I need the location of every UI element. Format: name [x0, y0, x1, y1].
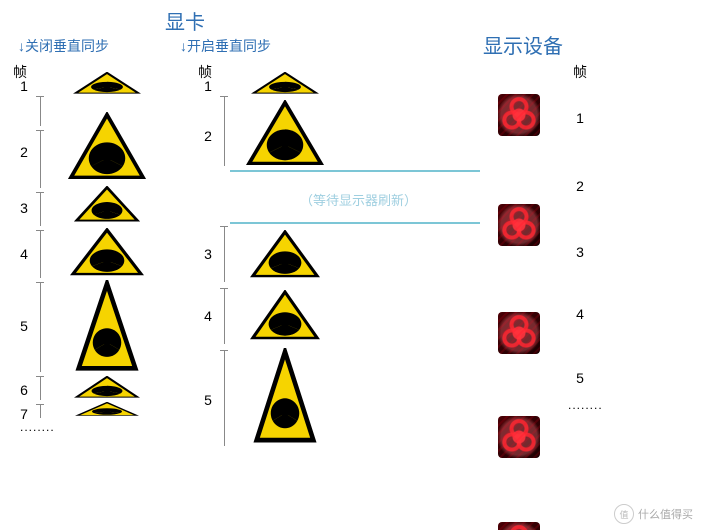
frame-tick — [36, 96, 44, 97]
radiation-icon — [246, 100, 324, 166]
biohazard-icon — [498, 522, 540, 530]
frame-number-display: 3 — [570, 244, 590, 260]
ellipsis-off: ........ — [20, 420, 55, 434]
radiation-icon — [251, 72, 319, 94]
sync-line-top — [230, 170, 480, 172]
frame-divider — [224, 96, 225, 166]
frame-number-off: 6 — [14, 382, 34, 398]
frame-number-display: 2 — [570, 178, 590, 194]
vsync-off-subheader: ↓关闭垂直同步 — [18, 36, 109, 56]
frame-number-on: 4 — [198, 308, 218, 324]
frame-number-on: 3 — [198, 246, 218, 262]
frame-divider — [40, 192, 41, 226]
frame-number-off: 3 — [14, 200, 34, 216]
radiation-icon — [250, 230, 320, 278]
frame-tick — [220, 226, 228, 227]
radiation-icon — [68, 112, 146, 180]
frame-tick — [36, 376, 44, 377]
frame-tick — [36, 192, 44, 193]
radiation-icon — [73, 72, 141, 94]
frame-tick — [220, 288, 228, 289]
frame-divider — [224, 350, 225, 446]
frame-tick — [36, 230, 44, 231]
frame-number-on: 2 — [198, 128, 218, 144]
display-header: 显示设备 — [483, 30, 563, 59]
frame-tick — [36, 282, 44, 283]
frame-number-display: 1 — [570, 110, 590, 126]
frame-divider — [224, 288, 225, 344]
biohazard-icon — [498, 94, 540, 136]
gpu-header: 显卡 — [165, 6, 205, 35]
radiation-icon — [253, 348, 317, 444]
frame-number-off: 4 — [14, 246, 34, 262]
watermark-icon: 值 — [614, 504, 634, 524]
wait-for-refresh-label: （等待显示器刷新） — [300, 190, 417, 209]
biohazard-icon — [498, 204, 540, 246]
frame-number-display: 5 — [570, 370, 590, 386]
frame-number-off: 1 — [14, 78, 34, 94]
frame-number-off: 5 — [14, 318, 34, 334]
frame-divider — [40, 96, 41, 126]
frame-tick — [220, 350, 228, 351]
frame-number-off: 2 — [14, 144, 34, 160]
radiation-icon — [70, 228, 144, 276]
sync-line-bottom — [230, 222, 480, 224]
biohazard-icon — [498, 416, 540, 458]
frame-divider — [40, 404, 41, 418]
vsync-on-subheader: ↓开启垂直同步 — [180, 36, 271, 56]
ellipsis-display: ........ — [568, 398, 603, 412]
biohazard-icon — [498, 312, 540, 354]
watermark: 值 什么值得买 — [614, 504, 693, 524]
frame-number-on: 1 — [198, 78, 218, 94]
radiation-icon — [74, 186, 140, 222]
radiation-icon — [250, 290, 320, 340]
frame-divider — [40, 376, 41, 400]
frame-divider — [40, 130, 41, 188]
frame-tick — [220, 96, 228, 97]
frame-divider — [224, 226, 225, 282]
frame-number-display: 4 — [570, 306, 590, 322]
frame-divider — [40, 230, 41, 278]
radiation-icon — [75, 402, 139, 416]
frame-word-display: 帧 — [570, 62, 590, 82]
frame-divider — [40, 282, 41, 372]
frame-tick — [36, 130, 44, 131]
radiation-icon — [75, 280, 139, 372]
radiation-icon — [74, 376, 140, 398]
frame-tick — [36, 404, 44, 405]
watermark-text: 什么值得买 — [638, 506, 693, 522]
frame-number-on: 5 — [198, 392, 218, 408]
